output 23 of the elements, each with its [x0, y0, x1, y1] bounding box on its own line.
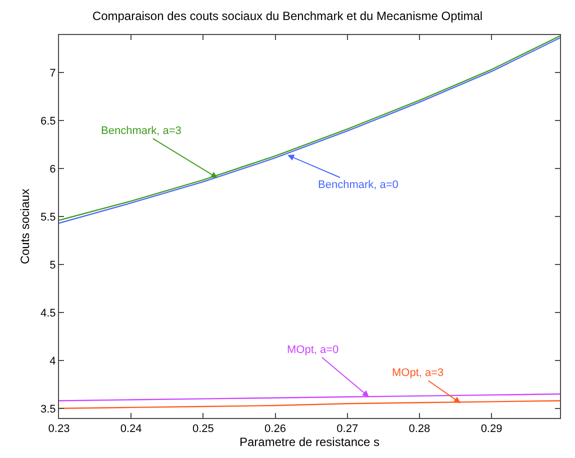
- y-tick-label: 3.5: [40, 403, 56, 416]
- x-tick-label: 0.25: [192, 423, 214, 436]
- y-tick-label: 4: [50, 355, 56, 368]
- y-axis-title: Couts sociaux: [18, 188, 32, 264]
- annotation: MOpt, a=3: [392, 367, 444, 379]
- y-tick-label: 6.5: [40, 115, 56, 128]
- y-tick-label: 5: [50, 259, 56, 272]
- x-tick-label: 0.23: [48, 423, 70, 436]
- annotation: Benchmark, a=3: [101, 125, 182, 137]
- x-tick-label: 0.28: [408, 423, 430, 436]
- x-tick-label: 0.29: [480, 423, 502, 436]
- x-tick-label: 0.26: [264, 423, 286, 436]
- line-series: [59, 393, 560, 402]
- x-axis-title: Parametre de resistance s: [239, 435, 380, 450]
- x-tick-label: 0.27: [336, 423, 358, 436]
- annotation: Benchmark, a=0: [318, 179, 398, 191]
- y-tick-label: 7: [50, 67, 56, 80]
- y-tick-label: 5.5: [40, 211, 56, 224]
- y-tick-label: 6: [50, 163, 56, 176]
- y-tick-label: 4.5: [40, 307, 56, 320]
- annotation: MOpt, a=0: [287, 344, 339, 356]
- chart-title: Comparaison des couts sociaux du Benchmark et du Mecanisme Optimal: [92, 8, 483, 23]
- x-tick-label: 0.24: [120, 423, 142, 436]
